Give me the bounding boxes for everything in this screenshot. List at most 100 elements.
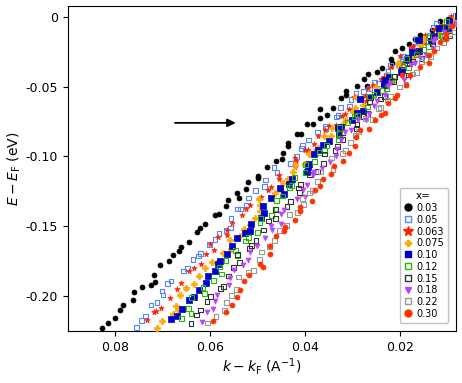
Point [406, 61, 413, 67]
Point [196, 224, 203, 231]
Point [219, 250, 226, 256]
Point [157, 262, 164, 268]
Point [180, 268, 188, 274]
Point [133, 324, 140, 331]
Point [416, 38, 423, 44]
Point [456, 11, 462, 17]
Point [407, 72, 414, 78]
Point [353, 110, 360, 116]
Point [167, 295, 174, 301]
Legend: 0.03, 0.05, 0.063, 0.075, 0.10, 0.12, 0.15, 0.18, 0.22, 0.30: 0.03, 0.05, 0.063, 0.075, 0.10, 0.12, 0.… [400, 188, 448, 323]
Point [428, 41, 436, 47]
Point [333, 152, 340, 159]
Point [405, 41, 413, 47]
Point [425, 43, 432, 49]
Point [144, 317, 151, 323]
Point [380, 81, 388, 87]
Point [217, 258, 224, 264]
Point [256, 261, 264, 267]
Point [296, 208, 304, 214]
Point [150, 272, 158, 278]
Point [223, 232, 231, 238]
Point [446, 33, 454, 39]
Point [236, 259, 243, 265]
Point [366, 99, 373, 105]
Point [417, 41, 424, 47]
Point [233, 190, 241, 196]
Point [252, 187, 259, 193]
Point [354, 117, 362, 123]
Point [204, 273, 212, 279]
Point [327, 170, 334, 177]
Point [301, 161, 308, 167]
Point [382, 92, 389, 98]
Point [213, 260, 221, 266]
Point [449, 17, 456, 23]
Point [430, 46, 437, 52]
Point [449, 23, 456, 29]
Point [453, 21, 460, 27]
Point [217, 285, 225, 291]
Point [339, 150, 346, 156]
Point [207, 241, 214, 247]
Point [184, 266, 191, 272]
Point [341, 111, 348, 117]
Point [210, 277, 217, 283]
Point [214, 261, 222, 267]
Point [403, 57, 411, 64]
Point [338, 95, 345, 101]
Point [257, 195, 264, 201]
Point [303, 121, 310, 128]
Point [331, 147, 339, 154]
Point [315, 133, 322, 139]
Point [430, 24, 437, 30]
Point [227, 246, 234, 252]
Point [257, 215, 265, 221]
Point [357, 97, 364, 103]
Point [304, 164, 311, 170]
Point [442, 36, 450, 42]
Point [218, 271, 225, 277]
Point [322, 125, 330, 131]
Point [361, 93, 369, 100]
Point [369, 117, 377, 123]
Point [302, 162, 309, 168]
Point [245, 234, 253, 240]
Point [425, 60, 432, 66]
Point [142, 313, 149, 319]
Point [178, 306, 186, 313]
Point [213, 291, 221, 298]
Point [455, 13, 462, 20]
Point [333, 114, 340, 120]
Point [246, 221, 254, 228]
Point [185, 297, 193, 303]
Point [178, 315, 185, 321]
Point [416, 48, 423, 54]
Point [373, 88, 380, 95]
Point [305, 161, 313, 167]
Point [389, 78, 396, 84]
Point [246, 201, 253, 208]
Point [348, 116, 356, 123]
Point [332, 122, 340, 128]
Point [211, 236, 219, 242]
Point [364, 104, 371, 110]
Point [391, 48, 399, 54]
Point [287, 160, 294, 167]
Point [202, 251, 210, 257]
Point [247, 249, 254, 255]
Point [356, 127, 364, 133]
Point [225, 273, 232, 279]
Point [242, 206, 249, 212]
Point [279, 156, 286, 162]
Point [334, 112, 342, 118]
Point [387, 64, 395, 70]
Point [314, 129, 321, 135]
Point [111, 314, 118, 321]
Point [254, 175, 261, 182]
Point [393, 92, 401, 98]
Point [283, 223, 290, 229]
Point [248, 242, 255, 249]
Point [237, 206, 244, 212]
Point [318, 164, 325, 170]
